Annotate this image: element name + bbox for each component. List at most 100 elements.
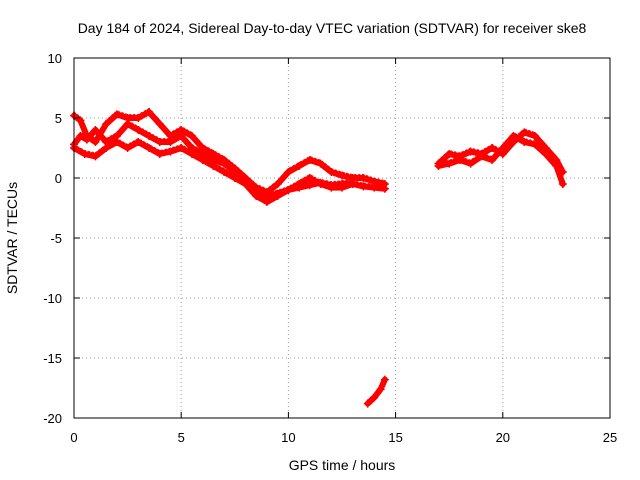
point-2-26 bbox=[348, 178, 357, 187]
point-2-22 bbox=[305, 181, 314, 190]
point-1-1 bbox=[76, 132, 85, 140]
point-1-3 bbox=[91, 126, 100, 134]
y-axis-label: SDTVAR / TECUs bbox=[4, 182, 20, 294]
point-5-4 bbox=[477, 152, 486, 161]
point-0-3 bbox=[91, 138, 100, 146]
y-tick-label-6: 10 bbox=[48, 51, 62, 66]
point-2-10 bbox=[177, 144, 186, 152]
x-tick-label-3: 15 bbox=[388, 430, 402, 445]
point-2-23 bbox=[316, 178, 325, 187]
point-2-9 bbox=[166, 147, 175, 156]
point-0-8 bbox=[145, 108, 154, 116]
point-5-8 bbox=[520, 138, 529, 146]
grid-lines bbox=[74, 58, 610, 418]
point-0-9 bbox=[155, 120, 164, 128]
point-5-6 bbox=[498, 144, 507, 152]
point-2-19 bbox=[273, 189, 282, 198]
point-1-15 bbox=[220, 159, 229, 168]
point-2-5 bbox=[123, 144, 132, 152]
point-0-25 bbox=[327, 168, 336, 176]
point-1-6 bbox=[123, 120, 132, 128]
point-0-12 bbox=[187, 132, 196, 140]
point-2-24 bbox=[327, 181, 336, 190]
point-2-2 bbox=[91, 152, 100, 161]
chart-title: Day 184 of 2024, Sidereal Day-to-day VTE… bbox=[78, 20, 587, 36]
point-2-8 bbox=[155, 150, 164, 158]
tick-marks bbox=[73, 57, 611, 419]
point-1-30 bbox=[380, 184, 389, 193]
point-2-14 bbox=[220, 168, 229, 176]
point-1-9 bbox=[155, 138, 164, 146]
point-4-3 bbox=[466, 147, 475, 156]
x-tick-labels: 0 5 10 15 20 25 bbox=[70, 430, 617, 445]
point-2-18 bbox=[262, 192, 271, 200]
point-0-26 bbox=[338, 171, 346, 180]
point-2-17 bbox=[252, 186, 261, 194]
point-1-2 bbox=[82, 135, 91, 144]
point-2-21 bbox=[295, 183, 304, 192]
y-tick-label-5: 5 bbox=[55, 111, 62, 126]
point-5-2 bbox=[455, 156, 464, 164]
point-2-4 bbox=[112, 138, 121, 146]
point-2-7 bbox=[145, 144, 154, 152]
x-tick-label-0: 0 bbox=[70, 430, 77, 445]
point-4-8 bbox=[520, 128, 529, 137]
point-5-3 bbox=[466, 159, 475, 168]
y-tick-label-3: -5 bbox=[50, 231, 62, 246]
point-0-21 bbox=[284, 168, 293, 176]
point-5-1 bbox=[445, 159, 454, 168]
point-1-11 bbox=[177, 132, 186, 140]
point-2-25 bbox=[338, 180, 346, 188]
point-3-3 bbox=[380, 375, 389, 384]
series-band-0 bbox=[71, 109, 388, 196]
point-5-9 bbox=[530, 140, 539, 149]
point-2-15 bbox=[230, 174, 239, 182]
point-2-13 bbox=[209, 162, 218, 170]
series-jitter-5 bbox=[437, 132, 564, 182]
point-0-1 bbox=[76, 116, 85, 125]
point-5-11 bbox=[552, 162, 561, 170]
y-tick-label-2: -10 bbox=[43, 291, 62, 306]
y-tick-label-1: -15 bbox=[43, 351, 62, 366]
point-5-12 bbox=[558, 180, 567, 188]
y-tick-labels: -20 -15 -10 -5 0 5 10 bbox=[43, 51, 62, 426]
point-5-5 bbox=[488, 156, 497, 164]
point-3-0 bbox=[363, 399, 372, 408]
point-1-28 bbox=[359, 182, 368, 191]
point-0-7 bbox=[134, 114, 143, 122]
point-0-24 bbox=[316, 159, 325, 168]
point-2-16 bbox=[241, 180, 250, 188]
point-3-1 bbox=[370, 393, 379, 402]
point-2-20 bbox=[284, 186, 293, 194]
point-2-1 bbox=[80, 150, 89, 158]
point-2-3 bbox=[102, 144, 111, 152]
point-0-5 bbox=[112, 110, 121, 119]
point-4-1 bbox=[445, 150, 454, 158]
point-5-0 bbox=[434, 162, 443, 170]
point-2-6 bbox=[134, 138, 143, 146]
x-tick-label-5: 25 bbox=[603, 430, 617, 445]
point-0-28 bbox=[359, 174, 368, 182]
x-axis-label: GPS time / hours bbox=[289, 457, 396, 473]
x-tick-label-2: 10 bbox=[281, 430, 295, 445]
point-5-10 bbox=[541, 150, 550, 158]
series-band-3 bbox=[364, 376, 388, 407]
point-0-4 bbox=[102, 120, 111, 128]
point-3-2 bbox=[376, 385, 385, 394]
data-series-group bbox=[70, 108, 567, 408]
point-5-7 bbox=[509, 132, 518, 140]
point-0-22 bbox=[295, 162, 304, 170]
point-1-7 bbox=[134, 126, 143, 134]
x-tick-label-4: 20 bbox=[496, 430, 510, 445]
point-1-10 bbox=[166, 138, 175, 146]
point-4-9 bbox=[530, 132, 539, 140]
y-tick-label-4: 0 bbox=[55, 171, 62, 186]
point-1-29 bbox=[370, 183, 379, 192]
point-2-11 bbox=[187, 150, 196, 158]
x-tick-label-1: 5 bbox=[178, 430, 185, 445]
point-0-20 bbox=[273, 180, 282, 188]
point-0-23 bbox=[305, 156, 314, 164]
point-4-5 bbox=[488, 144, 497, 152]
point-1-23 bbox=[305, 174, 314, 182]
